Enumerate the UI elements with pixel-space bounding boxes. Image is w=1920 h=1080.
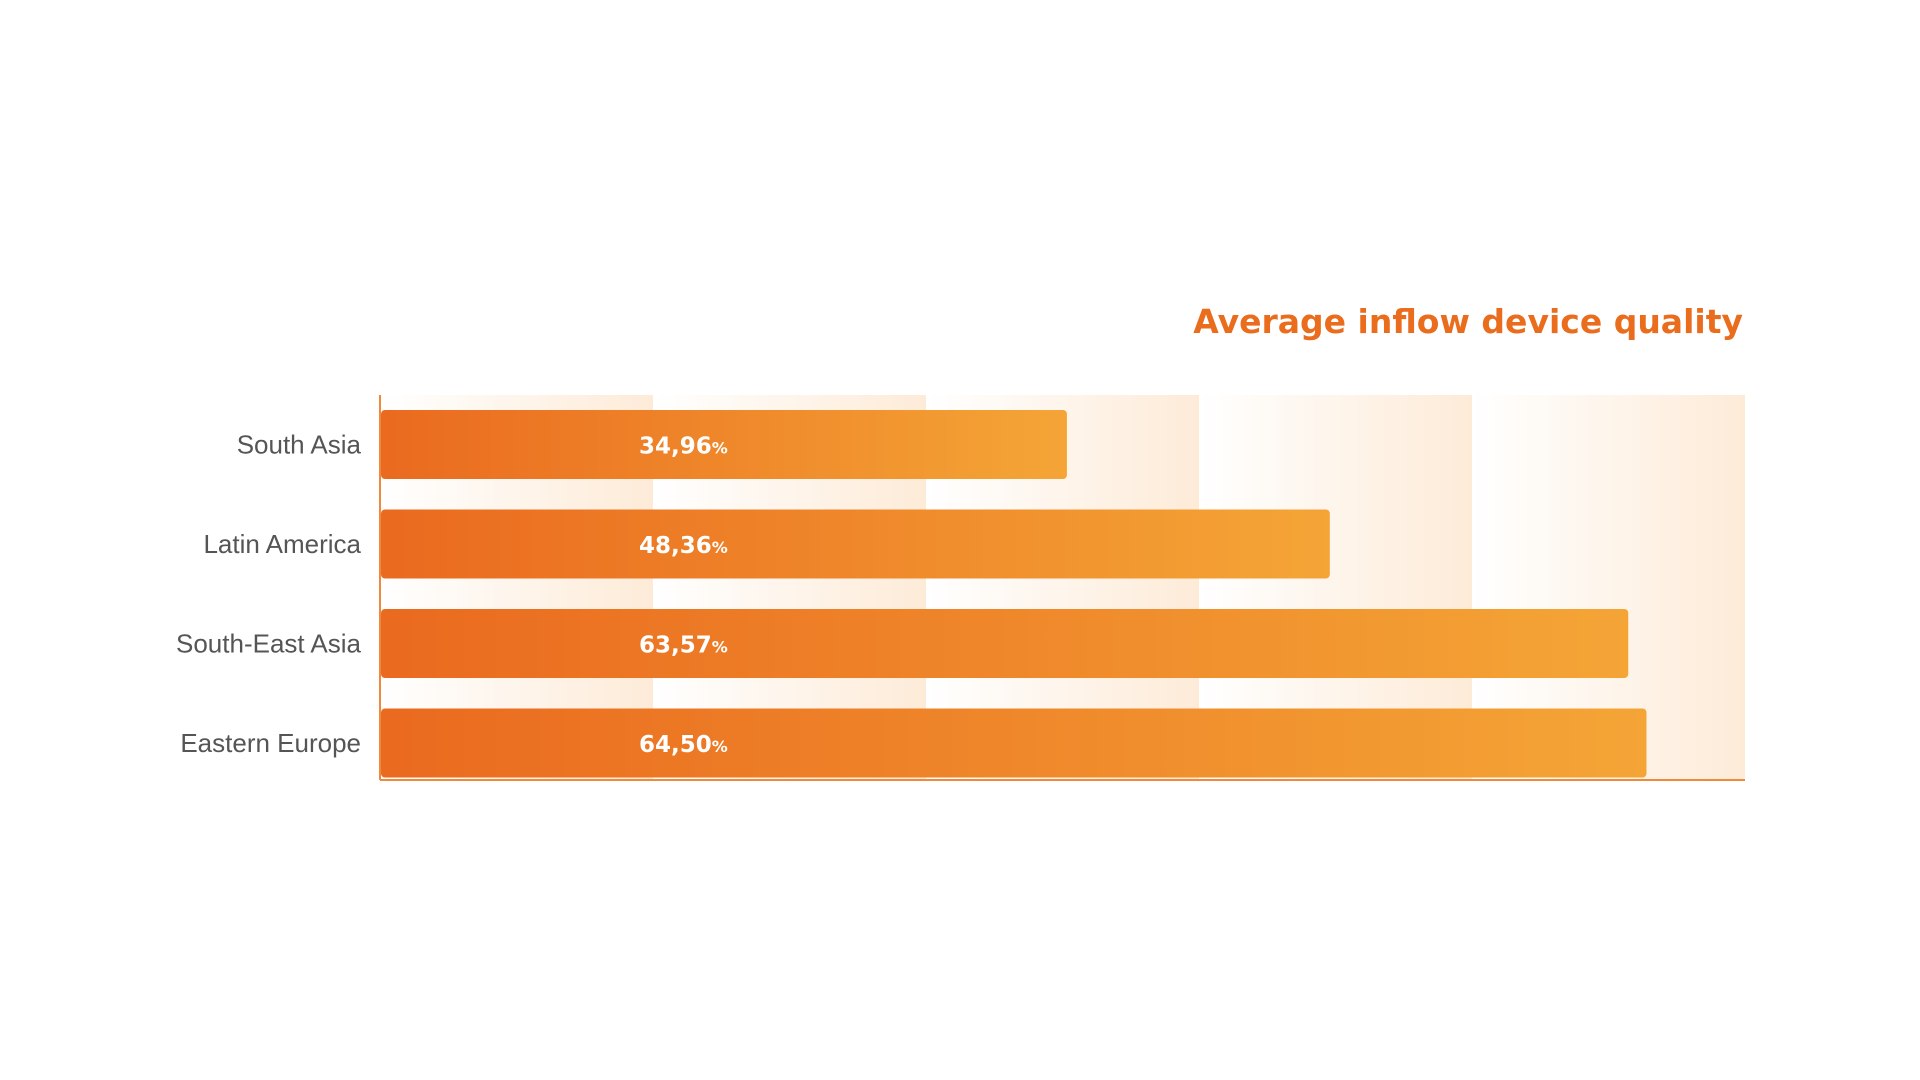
category-label: South Asia bbox=[237, 430, 362, 460]
axes bbox=[379, 395, 1745, 781]
value-label: 63,57% bbox=[639, 633, 728, 659]
category-labels: South Asia Latin America South-East Asia Ea… bbox=[176, 430, 362, 759]
bar-latin-america bbox=[381, 509, 1330, 579]
bars bbox=[381, 410, 1647, 778]
category-label: Eastern Europe bbox=[180, 728, 361, 758]
value-labels: 34,96% 48,36% 63,57% 64,50% bbox=[639, 434, 728, 759]
bar-south-east-asia bbox=[381, 609, 1629, 678]
value-label: 48,36% bbox=[639, 533, 728, 559]
category-label: Latin America bbox=[203, 529, 361, 559]
bar-south-asia bbox=[381, 410, 1067, 479]
value-label: 64,50% bbox=[639, 732, 728, 758]
chart-title: Average inflow device quality bbox=[1193, 302, 1743, 341]
category-label: South-East Asia bbox=[176, 629, 362, 659]
value-label: 34,96% bbox=[639, 434, 728, 460]
bar-eastern-europe bbox=[381, 708, 1647, 778]
